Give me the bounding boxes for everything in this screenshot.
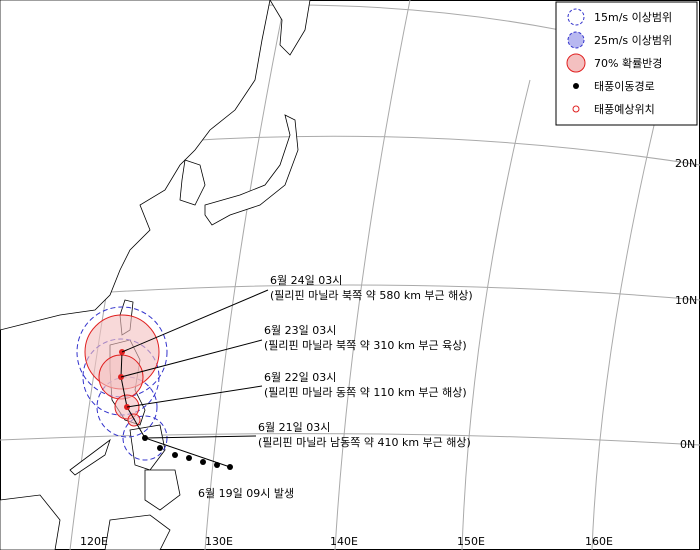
lat-label: 0N <box>680 438 695 451</box>
legend-label: 70% 확률반경 <box>594 57 662 70</box>
lon-label: 160E <box>585 535 613 548</box>
leader-lines <box>120 289 269 439</box>
forecast-position: (필리핀 마닐라 북쪽 약 310 km 부근 육상) <box>264 338 467 352</box>
lon-label: 130E <box>205 535 233 548</box>
lat-label: 20N <box>675 157 697 170</box>
genesis-label: 6월 19일 09시 발생 <box>198 486 294 500</box>
forecast-position: (필리핀 마닐라 동쪽 약 110 km 부근 해상) <box>264 385 467 399</box>
forecast-time: 6월 23일 03시 <box>264 323 336 337</box>
forecast-time: 6월 22일 03시 <box>264 370 336 384</box>
forecast-position: (필리핀 마닐라 남동쪽 약 410 km 부근 해상) <box>258 435 471 449</box>
legend-label: 15m/s 이상범위 <box>594 11 672 24</box>
legend: 15m/s 이상범위 25m/s 이상범위 70% 확률반경 태풍이동경로 태풍… <box>555 1 698 126</box>
lon-label: 120E <box>80 535 108 548</box>
forecast-position: (필리핀 마닐라 북쪽 약 580 km 부근 해상) <box>270 288 473 302</box>
lat-label: 10N <box>675 294 697 307</box>
lon-label: 150E <box>457 535 485 548</box>
lon-label: 140E <box>330 535 358 548</box>
forecast-time: 6월 24일 03시 <box>270 273 342 287</box>
forecast-time: 6월 21일 03시 <box>258 420 330 434</box>
legend-label: 25m/s 이상범위 <box>594 34 672 47</box>
past-positions <box>142 435 233 470</box>
legend-label: 태풍이동경로 <box>594 80 655 93</box>
legend-label: 태풍예상위치 <box>594 103 655 116</box>
